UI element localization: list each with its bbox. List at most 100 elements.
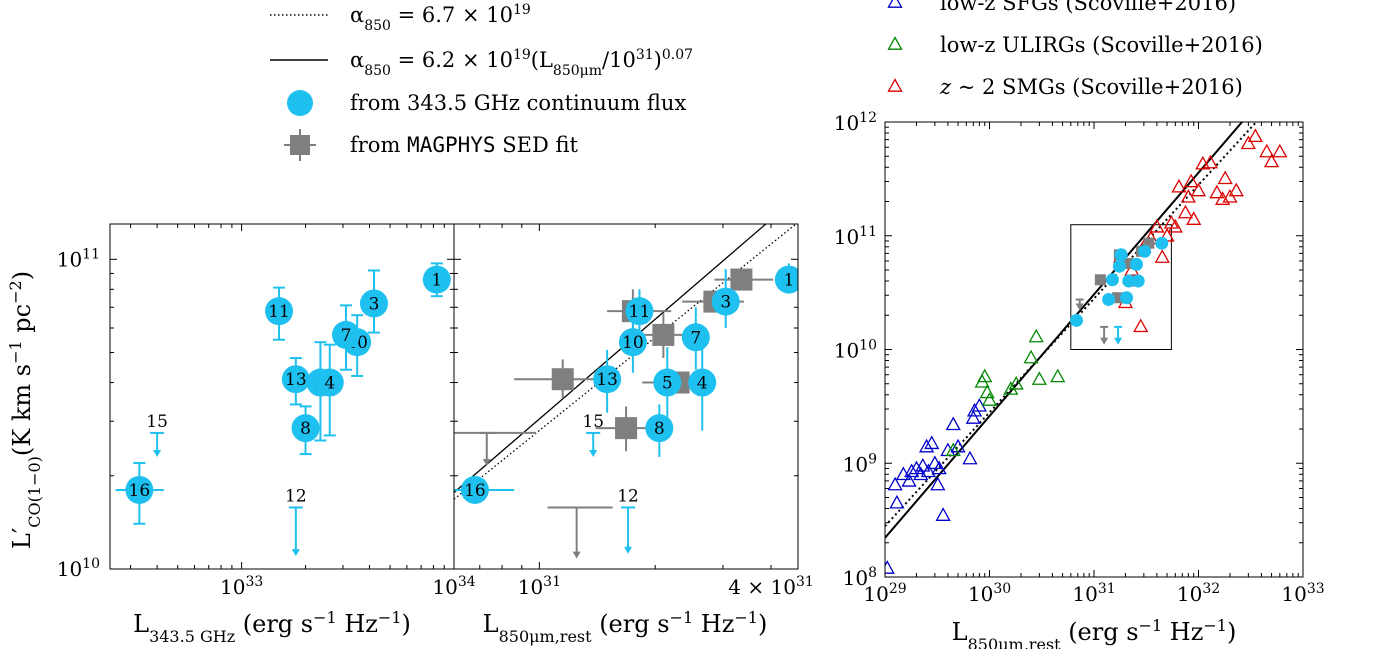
axes-frame [884,121,1304,578]
triangle-point [1272,143,1288,158]
triangle-point [1177,204,1194,219]
continuum-point [331,320,360,349]
upper-limit-arrow [589,449,598,457]
point-label: 4 [324,374,335,394]
triangle-point [930,476,946,491]
x-tick-label: 4 × 1031 [728,574,813,599]
triangle-point [1133,318,1149,333]
x-tick-label: 1033 [1281,581,1324,606]
axes-frame [109,223,455,570]
point-label: 7 [690,328,701,348]
continuum-point [618,328,647,357]
x-tick-label: 1031 [518,574,561,599]
triangle-point [981,392,998,406]
upper-limit [288,506,303,557]
y-tick-label: 1010 [57,556,100,581]
triangle-point [1247,128,1263,143]
continuum-point [125,475,154,504]
legend-triangle-marker [887,36,903,50]
point-label: 13 [285,370,307,390]
continuum-point [625,297,654,326]
magphys-point [1143,237,1155,249]
plot-area [885,122,1288,574]
legend-square-marker [290,135,310,155]
triangle-point [1167,218,1183,233]
y-tick-label: 109 [843,451,877,476]
upper-limit-label: 15 [146,412,168,432]
upper-limit [479,431,494,467]
continuum-point [711,287,740,316]
x-tick-label: 1033 [220,574,263,599]
legend-label: z ∼ 2 SMGs (Scoville+2016) [939,75,1243,99]
legend-circle-marker [287,90,313,116]
upper-limit [621,506,636,554]
legend-triangle-marker [887,78,903,92]
upper-limit [1100,325,1109,345]
x-tick-label: 1030 [968,581,1011,606]
alpha-constant-line [885,122,1258,527]
legend-label: α850 = 6.2 × 1019(L850μm/1031)0.07 [350,47,693,79]
triangle-point [889,494,905,509]
legend-right: low-z SFGs (Scoville+2016) low-z ULIRGs (… [887,0,1263,99]
triangle-point [977,368,993,383]
triangle-point [1240,135,1256,150]
upper-limit-arrow [153,449,162,457]
legend-label: from 343.5 GHz continuum flux [350,91,686,115]
upper-limit-label: 12 [617,486,639,506]
panel-right: 1029 1030 1031 1032 1033 108 109 1010 1011 1012 L8… [834,110,1325,649]
point-label: 5 [662,374,673,394]
continuum-point [1138,244,1152,258]
triangle-point [924,435,940,450]
triangle-point [1149,218,1165,233]
alpha-powerlaw-line [885,122,1244,539]
continuum-point [1069,313,1083,327]
triangle-point [1183,173,1199,188]
triangle-point [1202,154,1219,169]
plot-area: 151213107111354816 [115,262,451,557]
upper-limit [586,431,601,457]
upper-limit [569,506,584,559]
triangle-point [945,416,961,431]
point-label: 16 [129,481,151,501]
legend-label: low-z ULIRGs (Scoville+2016) [940,33,1263,57]
magphys-point [615,417,638,440]
continuum-point [315,368,344,397]
continuum-point [1120,291,1134,305]
magphys-point [730,268,753,291]
continuum-point [422,265,451,294]
triangle-point [966,402,983,417]
triangle-point [1263,153,1280,168]
point-label: 3 [369,294,380,314]
triangle-point [935,507,951,521]
triangle-point [962,450,978,465]
upper-limit-arrow [291,549,300,557]
axes-frame [453,223,799,570]
triangle-point [965,410,981,424]
legend-triangle-marker [887,0,903,8]
upper-limit-arrow [624,546,633,554]
continuum-point [291,414,320,443]
triangle-point [931,460,947,475]
x-tick-label: 1029 [863,581,906,606]
triangle-point [1259,143,1275,158]
triangle-point [1217,170,1233,185]
continuum-point [265,297,294,326]
continuum-point [359,289,388,318]
continuum-point [1102,293,1116,307]
x-tick-label: 1034 [432,574,475,599]
upper-limit-arrow [482,459,491,467]
continuum-point [1131,274,1145,288]
continuum-point [774,265,798,294]
x-axis-label: L343.5 GHz (erg s−1 Hz−1) [133,608,411,646]
continuum-point [1114,248,1128,262]
triangle-point [885,560,895,574]
upper-limit [1114,325,1123,345]
upper-limit-arrow [1114,337,1123,345]
triangle-point [1050,368,1066,383]
point-label: 11 [629,302,651,322]
point-label: 4 [697,374,708,394]
point-label: 11 [268,302,290,322]
magphys-point [652,323,675,346]
point-label: 16 [464,481,486,501]
